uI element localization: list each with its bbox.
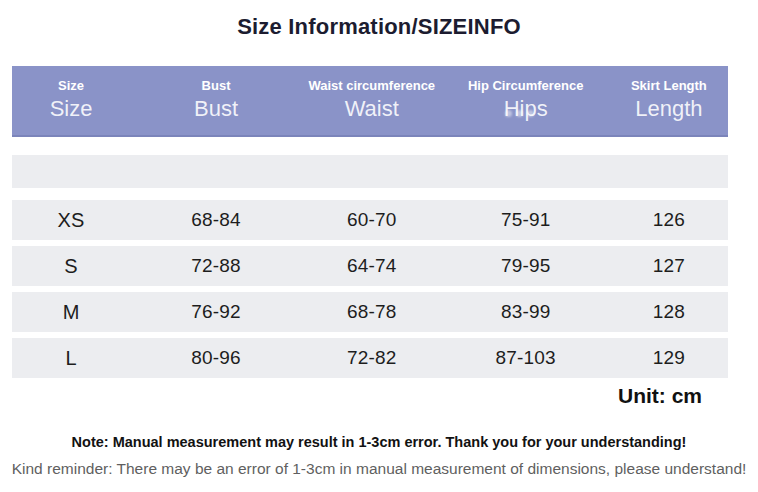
hips-cell: 75-91 [442, 209, 610, 231]
size-cell: M [12, 301, 130, 324]
bust-cell: 76-92 [130, 301, 302, 323]
header-column: Hip Circumference Hips [442, 66, 610, 135]
hips-cell: 83-99 [442, 301, 610, 323]
header-column: Skirt Length Length [610, 66, 728, 135]
watermark-dots [505, 103, 555, 115]
header-column-small-label: Waist circumference [308, 79, 435, 94]
waist-cell: 64-74 [302, 255, 442, 277]
header-column-small-label: Bust [202, 79, 231, 94]
size-table: Size Size Bust Bust Waist circumference … [12, 66, 728, 378]
waist-cell: 72-82 [302, 347, 442, 369]
header-column-small-label: Hip Circumference [468, 79, 584, 94]
hips-cell: 87-103 [442, 347, 610, 369]
table-row: L 80-96 72-82 87-103 129 [12, 338, 728, 378]
bust-cell: 80-96 [130, 347, 302, 369]
size-cell: L [12, 347, 130, 370]
table-row: S 72-88 64-74 79-95 127 [12, 246, 728, 286]
table-row: M 76-92 68-78 83-99 128 [12, 292, 728, 332]
waist-cell: 68-78 [302, 301, 442, 323]
header-column-big-label: Bust [194, 96, 238, 121]
size-cell: S [12, 255, 130, 278]
waist-cell: 60-70 [302, 209, 442, 231]
header-column: Waist circumference Waist [302, 66, 442, 135]
header-column-big-label: Waist [345, 96, 399, 121]
header-column-big-label: Size [50, 96, 93, 121]
size-table-body: XS 68-84 60-70 75-91 126 S 72-88 64-74 7… [12, 200, 728, 378]
header-column-small-label: Size [58, 79, 84, 94]
size-info-page: Size Information/SIZEINFO Size Size Bust… [0, 14, 758, 478]
page-title: Size Information/SIZEINFO [0, 14, 758, 40]
header-column-big-label: Length [635, 96, 702, 121]
length-cell: 127 [610, 255, 728, 277]
header-column: Size Size [12, 66, 130, 135]
size-cell: XS [12, 209, 130, 232]
unit-label: Unit: cm [12, 384, 728, 410]
header-column: Bust Bust [130, 66, 302, 135]
length-cell: 128 [610, 301, 728, 323]
hips-cell: 79-95 [442, 255, 610, 277]
kind-reminder-text: Kind reminder: There may be an error of … [0, 460, 758, 478]
bust-cell: 72-88 [130, 255, 302, 277]
table-row: XS 68-84 60-70 75-91 126 [12, 200, 728, 240]
header-column-small-label: Skirt Length [631, 79, 707, 94]
length-cell: 129 [610, 347, 728, 369]
empty-row [12, 155, 728, 188]
size-table-header: Size Size Bust Bust Waist circumference … [12, 66, 728, 137]
bust-cell: 68-84 [130, 209, 302, 231]
length-cell: 126 [610, 209, 728, 231]
note-text: Note: Manual measurement may result in 1… [0, 434, 758, 450]
